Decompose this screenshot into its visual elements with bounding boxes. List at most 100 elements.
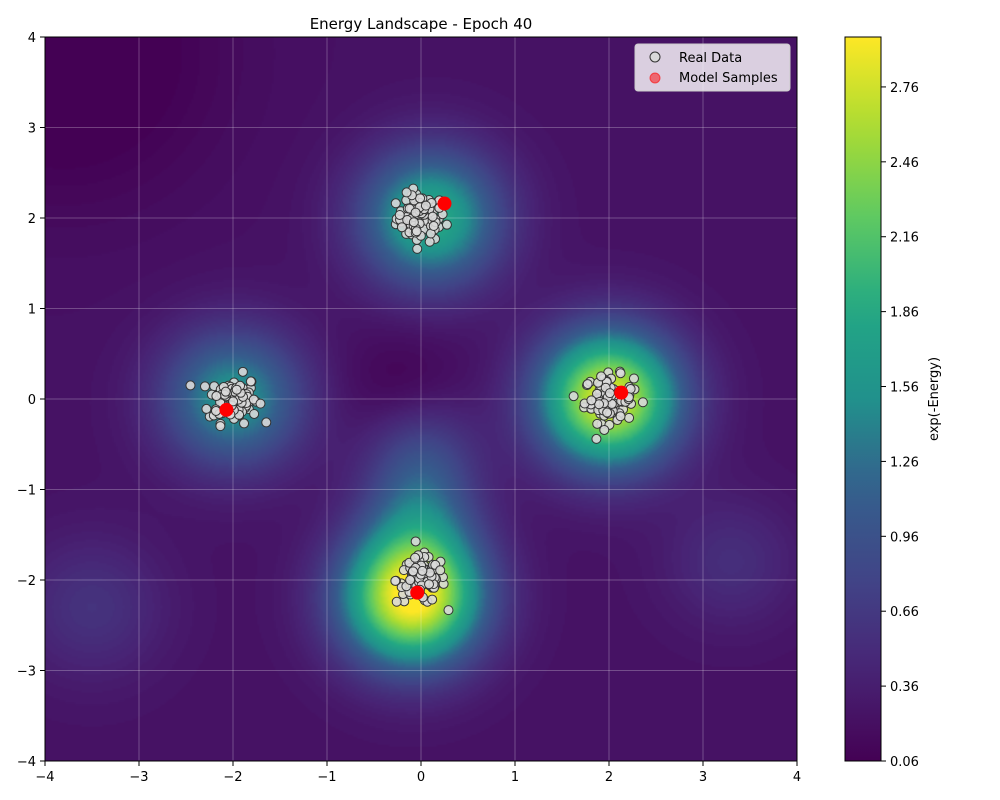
real-data-point bbox=[615, 411, 626, 422]
real-data-point bbox=[594, 399, 605, 410]
real-data-point bbox=[405, 575, 416, 586]
real-data-point bbox=[394, 209, 405, 220]
x-tick-label: 3 bbox=[699, 770, 707, 785]
real-data-point bbox=[390, 198, 401, 209]
real-data-point bbox=[628, 373, 639, 384]
real-data-point bbox=[249, 408, 260, 419]
real-data-point bbox=[417, 565, 428, 576]
real-data-point bbox=[261, 417, 272, 428]
real-data-point bbox=[201, 403, 212, 414]
real-data-point bbox=[231, 384, 242, 395]
y-tick-label: −4 bbox=[17, 755, 36, 770]
colorbar-label: exp(-Energy) bbox=[927, 357, 942, 441]
real-data-point bbox=[396, 222, 407, 233]
y-tick-label: −1 bbox=[17, 484, 36, 499]
real-data-point bbox=[568, 391, 579, 402]
model-sample-points bbox=[219, 196, 629, 600]
colorbar-tick-label: 1.86 bbox=[890, 306, 919, 321]
x-tick-label: −1 bbox=[317, 770, 336, 785]
legend-box bbox=[634, 43, 791, 92]
real-data-point bbox=[245, 376, 256, 387]
y-axis: −4 −3 −2 −1 0 1 2 3 4 bbox=[17, 31, 45, 770]
real-data-point bbox=[427, 211, 438, 222]
x-tick-label: −2 bbox=[223, 770, 242, 785]
real-data-point bbox=[591, 433, 602, 444]
legend-model-samples-label: Model Samples bbox=[679, 71, 778, 86]
model-sample-point bbox=[219, 402, 234, 417]
real-data-point bbox=[199, 381, 210, 392]
colorbar-tick-label: 1.56 bbox=[890, 381, 919, 396]
colorbar-tick-label: 0.96 bbox=[890, 530, 919, 545]
colorbar-tick-label: 1.26 bbox=[890, 455, 919, 470]
real-data-point bbox=[443, 605, 454, 616]
real-data-point bbox=[427, 594, 438, 605]
real-data-point bbox=[255, 398, 266, 409]
colorbar-tick-label: 0.66 bbox=[890, 605, 919, 620]
real-data-point bbox=[411, 226, 422, 237]
model-sample-point bbox=[437, 196, 452, 211]
x-tick-label: −4 bbox=[35, 770, 54, 785]
chart-title: Energy Landscape - Epoch 40 bbox=[310, 15, 533, 33]
real-data-point bbox=[408, 566, 419, 577]
real-data-point bbox=[211, 391, 222, 402]
real-data-point bbox=[592, 418, 603, 429]
real-data-point bbox=[637, 397, 648, 408]
x-tick-label: 0 bbox=[417, 770, 425, 785]
legend-model-samples-marker bbox=[649, 72, 661, 84]
x-tick-label: 1 bbox=[511, 770, 519, 785]
real-data-point bbox=[604, 388, 615, 399]
colorbar-gradient bbox=[844, 36, 882, 762]
real-data-point bbox=[424, 236, 435, 247]
energy-heatmap bbox=[45, 37, 797, 761]
real-data-point bbox=[602, 407, 613, 418]
real-data-point bbox=[435, 565, 446, 576]
x-axis: −4 −3 −2 −1 0 1 2 3 4 bbox=[35, 761, 801, 785]
real-data-point bbox=[596, 371, 607, 382]
real-data-point bbox=[215, 421, 226, 432]
x-tick-label: 2 bbox=[605, 770, 613, 785]
colorbar: 0.06 0.36 0.66 0.96 1.26 1.56 1.86 2.16 2.46 2.76… bbox=[844, 36, 942, 770]
real-data-point bbox=[391, 596, 402, 607]
colorbar-tick-label: 2.76 bbox=[890, 81, 919, 96]
colorbar-ticks: 0.06 0.36 0.66 0.96 1.26 1.56 1.86 2.16 2.46 2.76 bbox=[881, 81, 919, 770]
y-tick-label: 3 bbox=[28, 122, 36, 137]
colorbar-tick-label: 2.46 bbox=[890, 156, 919, 171]
real-data-point bbox=[412, 243, 423, 254]
real-data-point bbox=[420, 200, 431, 211]
colorbar-tick-label: 0.06 bbox=[890, 755, 919, 770]
real-data-point bbox=[228, 396, 239, 407]
plot-area bbox=[44, 36, 798, 762]
real-data-point bbox=[586, 395, 597, 406]
y-tick-label: 2 bbox=[28, 212, 36, 227]
y-tick-label: −3 bbox=[17, 665, 36, 680]
real-data-point bbox=[185, 380, 196, 391]
real-data-point bbox=[401, 187, 412, 198]
real-data-point bbox=[237, 366, 248, 377]
y-tick-label: 4 bbox=[28, 31, 36, 46]
real-data-point bbox=[599, 424, 610, 435]
real-data-point bbox=[390, 575, 401, 586]
real-data-point bbox=[410, 536, 421, 547]
real-data-point bbox=[408, 217, 419, 228]
real-data-point bbox=[424, 579, 435, 590]
real-data-point bbox=[624, 412, 635, 423]
y-tick-label: 1 bbox=[28, 303, 36, 318]
real-data-point bbox=[441, 219, 452, 230]
real-data-point bbox=[220, 386, 231, 397]
real-data-point bbox=[210, 405, 221, 416]
real-data-point bbox=[428, 220, 439, 231]
legend-real-data-label: Real Data bbox=[679, 51, 742, 66]
model-sample-point bbox=[614, 385, 629, 400]
real-data-point bbox=[410, 207, 421, 218]
legend: Real Data Model Samples bbox=[634, 43, 791, 92]
colorbar-tick-label: 2.16 bbox=[890, 231, 919, 246]
grid-lines bbox=[45, 37, 797, 761]
y-tick-label: −2 bbox=[17, 574, 36, 589]
real-data-point bbox=[615, 368, 626, 379]
y-tick-label: 0 bbox=[28, 393, 36, 408]
real-data-point bbox=[239, 418, 250, 429]
real-data-point bbox=[410, 552, 421, 563]
colorbar-tick-label: 0.36 bbox=[890, 680, 919, 695]
x-tick-label: 4 bbox=[793, 770, 801, 785]
